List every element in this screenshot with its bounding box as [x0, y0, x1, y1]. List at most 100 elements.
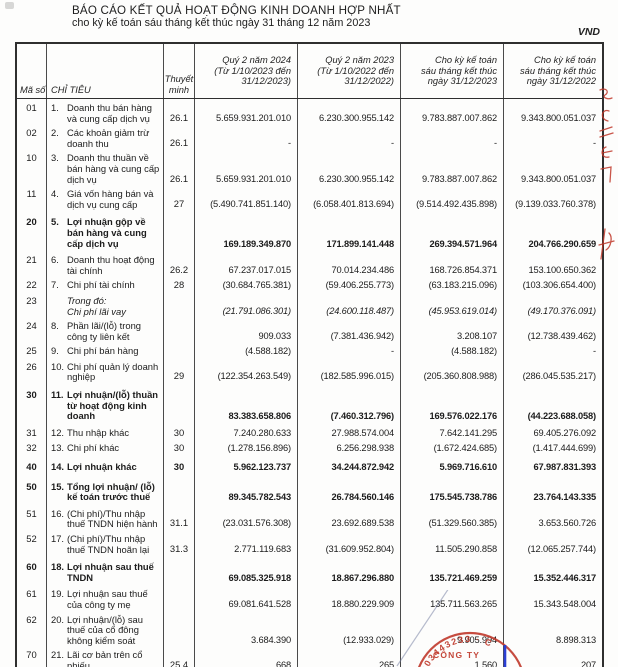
row-item-text: Chi phí quản lý doanh nghiệp [67, 360, 159, 383]
row-value-six-months-2023: (205.360.808.988) [401, 357, 504, 384]
row-value-six-months-2023: (9.514.492.435.898) [401, 185, 504, 211]
row-item-text: Chi phí khác [67, 442, 120, 454]
row-item-number: 13. [51, 442, 65, 454]
table-row: 01 1. Doanh thu bán hàng và cung cấp dịch … [17, 99, 602, 125]
header-six-months-2022: Cho kỳ kế toán sáu tháng kết thúc ngày 31/… [520, 55, 596, 87]
row-value-six-months-2023: (45.953.619.014) [401, 291, 504, 318]
table-row: 31 12. Thu nhập khác 30 7.240.280.633 27.988.… [17, 423, 602, 440]
row-value-six-months-2023: (1.672.424.685) [401, 439, 504, 456]
row-value-six-months-2022: 67.987.831.393 [533, 462, 596, 473]
row-item-number: 21. [51, 649, 65, 661]
row-value-six-months-2022: 204.766.290.659 [528, 238, 596, 249]
row-code: 26 [17, 357, 47, 384]
row-note-ref [164, 342, 195, 358]
table-header-row: Mã số CHỈ TIÊU Thuyết minh Quý 2 năm 202… [17, 44, 602, 99]
row-value-q2-2024: (30.684.765.381) [195, 276, 298, 292]
row-item-text: Phần lãi/(lỗ) trong công ty liên kết [67, 320, 141, 342]
row-note-ref: 26.1 [164, 99, 195, 125]
row-note-ref [164, 585, 195, 611]
row-value-q2-2023: 18.880.229.909 [298, 585, 401, 611]
row-code: 02 [17, 124, 47, 150]
row-code: 30 [17, 383, 47, 424]
row-item-text: Lợi nhuận sau thuế của công ty mẹ [67, 588, 148, 610]
row-value-six-months-2022: 15.352.446.317 [533, 572, 596, 583]
header-six-months-2023: Cho kỳ kế toán sáu tháng kết thúc ngày 31/… [401, 44, 504, 98]
row-value-six-months-2023: 175.545.738.786 [401, 474, 504, 505]
row-label: 8. Phần lãi/(lỗ) trong công ty liên kết [47, 317, 164, 343]
row-value-six-months-2022: (12.065.257.744) [527, 543, 597, 554]
row-label: 18. Lợi nhuận sau thuế TNDN [47, 555, 164, 586]
row-label: 21. Lãi cơ bản trên cổ phiếu [47, 646, 164, 667]
row-item-number: 6. [51, 254, 59, 266]
row-value-q2-2024: (5.490.741.851.140) [195, 185, 298, 211]
row-value-six-months-2023: 3.208.107 [401, 317, 504, 343]
row-value-q2-2024: 5.659.931.201.010 [195, 99, 298, 125]
row-code: 40 [17, 455, 47, 475]
table-row: 61 19. Lợi nhuận sau thuế của công ty mẹ 69… [17, 585, 602, 611]
row-value-q2-2023: 34.244.872.942 [298, 455, 401, 475]
row-item-text: Lợi nhuận/(lỗ) thuần từ hoạt động kinh d… [67, 389, 159, 422]
income-statement-table: Mã số CHỈ TIÊU Thuyết minh Quý 2 năm 202… [15, 42, 604, 667]
row-value-q2-2023: 26.784.560.146 [298, 474, 401, 505]
table-row: 24 8. Phần lãi/(lỗ) trong công ty liên kết… [17, 317, 602, 343]
row-item-text: Lãi cơ bản trên cổ phiếu [67, 649, 143, 667]
row-code: 20 [17, 210, 47, 252]
row-value-q2-2024: (4.588.182) [195, 342, 298, 358]
row-item-text: Lợi nhuận khác [67, 461, 137, 473]
row-label: 6. Doanh thu hoạt động tài chính [47, 251, 164, 277]
row-label: 19. Lợi nhuận sau thuế của công ty mẹ [47, 585, 164, 611]
row-item-text: Trong đó: Chi phí lãi vay [67, 294, 126, 317]
row-label: 1. Doanh thu bán hàng và cung cấp dịch vụ [47, 99, 164, 125]
row-value-six-months-2023: (4.588.182) [401, 342, 504, 358]
row-value-q2-2024: (23.031.576.308) [195, 504, 298, 530]
row-note-ref: 27 [164, 185, 195, 211]
row-value-q2-2024: - [195, 124, 298, 150]
row-item-number: 14. [51, 461, 65, 473]
row-code: 60 [17, 555, 47, 586]
handwritten-margin-note [598, 88, 615, 260]
row-value-six-months-2022: (12.738.439.462) [527, 330, 597, 341]
header-note: Thuyết minh [164, 44, 195, 98]
header-code: Mã số [17, 44, 47, 98]
row-note-ref: 28 [164, 276, 195, 292]
row-code: 23 [17, 291, 47, 318]
row-value-six-months-2023: 269.394.571.964 [401, 210, 504, 252]
row-item-number: 8. [51, 320, 59, 332]
row-item-text: Chi phí bán hàng [67, 345, 139, 357]
row-label: 5. Lợi nhuận gộp về bán hàng và cung cấp … [47, 210, 164, 252]
table-row: 20 5. Lợi nhuận gộp về bán hàng và cung cấ… [17, 210, 602, 252]
table-row: 50 15. Tổng lợi nhuận/ (lỗ) kế toán trước … [17, 474, 602, 505]
row-item-number: 2. [51, 127, 59, 139]
row-item-text: Lợi nhuận sau thuế TNDN [67, 561, 154, 583]
row-item-text: Các khoản giảm trừ doanh thu [67, 127, 150, 149]
row-value-six-months-2023: - [401, 124, 504, 150]
row-note-ref [164, 474, 195, 505]
row-value-q2-2024: 69.085.325.918 [195, 555, 298, 586]
row-value-q2-2023: 6.230.300.955.142 [298, 99, 401, 125]
row-value-q2-2023: 265 [298, 646, 401, 667]
row-value-q2-2024: 67.237.017.015 [195, 251, 298, 277]
row-item-number: 7. [51, 279, 59, 291]
row-value-q2-2024: 2.771.119.683 [195, 530, 298, 556]
row-value-six-months-2022: 69.405.276.092 [533, 427, 596, 438]
row-note-ref: 26.1 [164, 124, 195, 150]
row-value-q2-2023: 18.867.296.880 [298, 555, 401, 586]
row-value-q2-2024: 89.345.782.543 [195, 474, 298, 505]
table-row: 22 7. Chi phí tài chính 28 (30.684.765.381)(… [17, 276, 602, 292]
row-value-six-months-2022: (286.045.535.217) [522, 371, 597, 382]
row-value-q2-2023: (6.058.401.813.694) [298, 185, 401, 211]
row-value-six-months-2023: 7.642.141.295 [401, 423, 504, 440]
row-value-six-months-2022: 3.653.560.726 [538, 518, 596, 529]
row-note-ref [164, 317, 195, 343]
company-stamp: 0303443233 · C CÔNG TY [396, 590, 523, 667]
row-value-q2-2024: 3.684.390 [195, 610, 298, 647]
row-item-number: 20. [51, 613, 65, 625]
table-row: 23 Trong đó: Chi phí lãi vay (21.791.086.3… [17, 291, 602, 318]
row-value-six-months-2022: 153.100.650.362 [528, 264, 596, 275]
row-label: 14. Lợi nhuận khác [47, 455, 164, 475]
row-label: 15. Tổng lợi nhuận/ (lỗ) kế toán trước th… [47, 474, 164, 505]
row-code: 50 [17, 474, 47, 505]
row-value-six-months-2022: (103.306.654.400) [522, 280, 597, 291]
table-row: 26 10. Chi phí quản lý doanh nghiệp 29 (122.… [17, 357, 602, 384]
stamp-company-text: CÔNG TY [433, 649, 480, 660]
